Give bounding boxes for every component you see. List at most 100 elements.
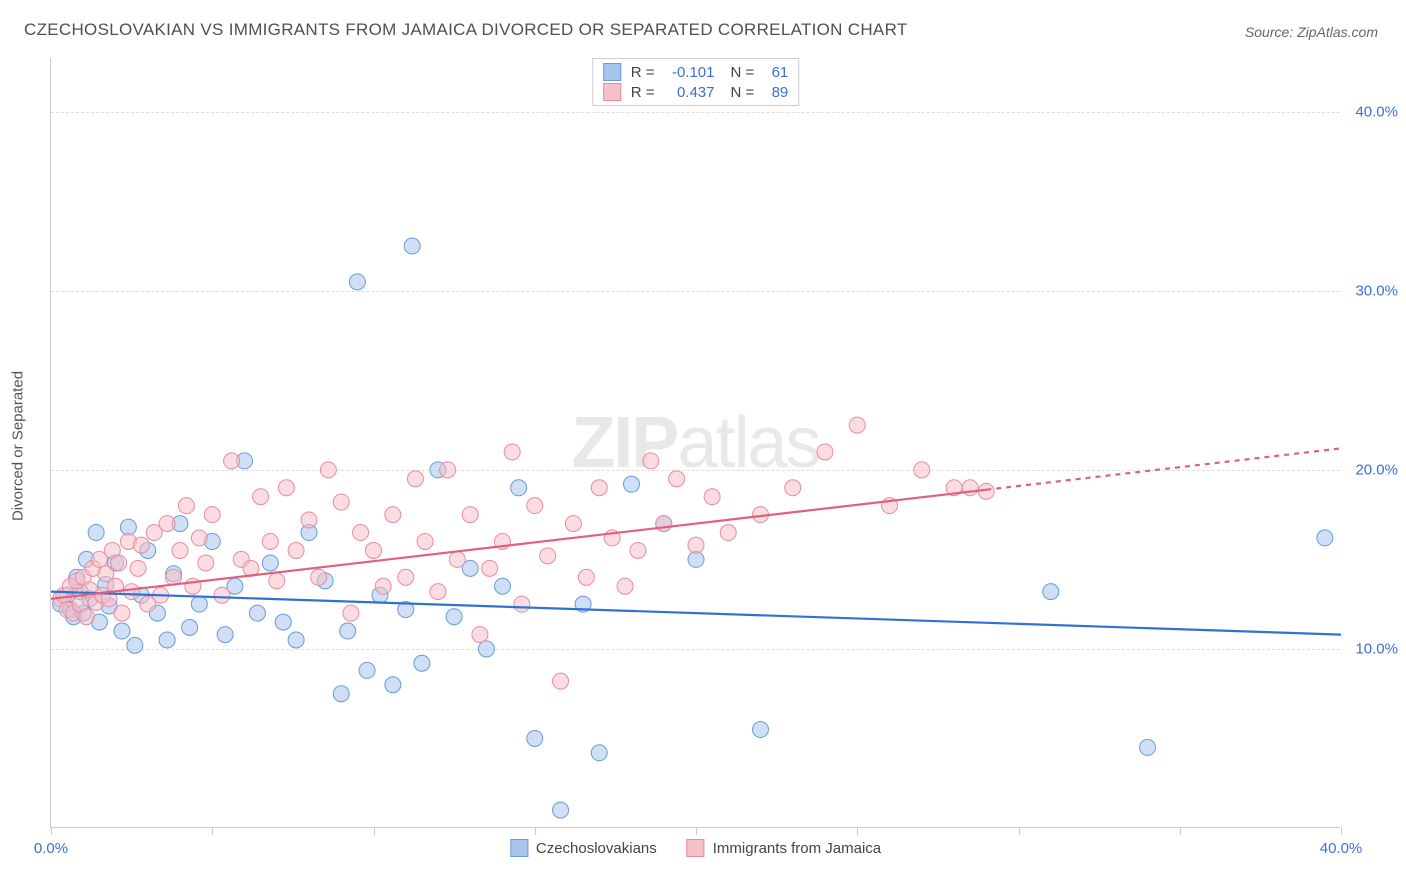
correlation-legend: R = -0.101 N = 61 R = 0.437 N = 89 [592,58,800,106]
x-tick [857,827,858,835]
y-tick-label: 40.0% [1355,103,1398,120]
scatter-point [262,533,278,549]
scatter-point [482,560,498,576]
series-legend: Czechoslovakians Immigrants from Jamaica [510,839,881,857]
y-tick-label: 30.0% [1355,282,1398,299]
scatter-point [88,525,104,541]
scatter-point [301,512,317,528]
scatter-point [120,519,136,535]
scatter-point [398,569,414,585]
legend-swatch [603,83,621,101]
trend-line [51,592,1341,635]
x-tick [51,827,52,835]
y-axis-label: Divorced or Separated [10,371,27,521]
x-tick-label: 40.0% [1320,840,1363,857]
scatter-point [478,641,494,657]
scatter-point [385,507,401,523]
scatter-point [178,498,194,514]
scatter-point [278,480,294,496]
scatter-point [404,238,420,254]
scatter-point [624,476,640,492]
scatter-point [553,802,569,818]
scatter-point [449,551,465,567]
scatter-point [333,686,349,702]
scatter-point [527,498,543,514]
n-label: N = [731,64,755,81]
scatter-point [262,555,278,571]
legend-swatch [603,63,621,81]
y-tick-label: 20.0% [1355,461,1398,478]
scatter-point [565,516,581,532]
x-tick [1180,827,1181,835]
r-label: R = [631,84,655,101]
scatter-point [114,623,130,639]
scatter-point [366,542,382,558]
scatter-point [349,274,365,290]
legend-row: R =-0.101N =61 [603,63,789,81]
scatter-point [914,462,930,478]
r-value: -0.101 [661,64,715,81]
x-tick [212,827,213,835]
scatter-point [343,605,359,621]
scatter-point [311,569,327,585]
scatter-point [540,548,556,564]
legend-item: Immigrants from Jamaica [687,839,881,857]
scatter-point [288,632,304,648]
scatter-point [214,587,230,603]
scatter-point [504,444,520,460]
scatter-point [78,609,94,625]
scatter-point [446,609,462,625]
scatter-point [462,507,478,523]
legend-row: R = 0.437 N = 89 [603,83,789,101]
scatter-point [414,655,430,671]
scatter-point [224,453,240,469]
scatter-point [217,627,233,643]
chart-title: CZECHOSLOVAKIAN VS IMMIGRANTS FROM JAMAI… [24,20,908,40]
scatter-point [527,730,543,746]
scatter-point [124,584,140,600]
scatter-point [514,596,530,612]
scatter-point [159,632,175,648]
r-value: 0.437 [661,84,715,101]
x-tick [374,827,375,835]
y-tick-label: 10.0% [1355,640,1398,657]
scatter-point [430,584,446,600]
scatter-point [407,471,423,487]
n-value: 89 [760,84,788,101]
trend-line-dashed [986,448,1341,489]
x-tick [696,827,697,835]
n-value: 61 [760,64,788,81]
x-tick-label: 0.0% [34,840,68,857]
scatter-point [191,530,207,546]
scatter-svg [51,58,1340,827]
scatter-point [1317,530,1333,546]
scatter-point [159,516,175,532]
legend-series-name: Immigrants from Jamaica [713,840,881,857]
n-label: N = [731,84,755,101]
scatter-point [114,605,130,621]
scatter-point [253,489,269,505]
scatter-point [182,619,198,635]
scatter-point [617,578,633,594]
scatter-point [198,555,214,571]
scatter-point [1043,584,1059,600]
scatter-point [753,722,769,738]
scatter-point [495,578,511,594]
scatter-point [333,494,349,510]
scatter-point [359,662,375,678]
scatter-point [591,745,607,761]
legend-series-name: Czechoslovakians [536,840,657,857]
source-attribution: Source: ZipAtlas.com [1245,24,1378,40]
scatter-point [817,444,833,460]
scatter-point [204,507,220,523]
scatter-point [669,471,685,487]
legend-item: Czechoslovakians [510,839,657,857]
scatter-point [656,516,672,532]
scatter-point [249,605,265,621]
scatter-point [172,542,188,558]
scatter-point [720,525,736,541]
scatter-point [288,542,304,558]
scatter-point [191,596,207,612]
scatter-point [417,533,433,549]
scatter-point [630,542,646,558]
